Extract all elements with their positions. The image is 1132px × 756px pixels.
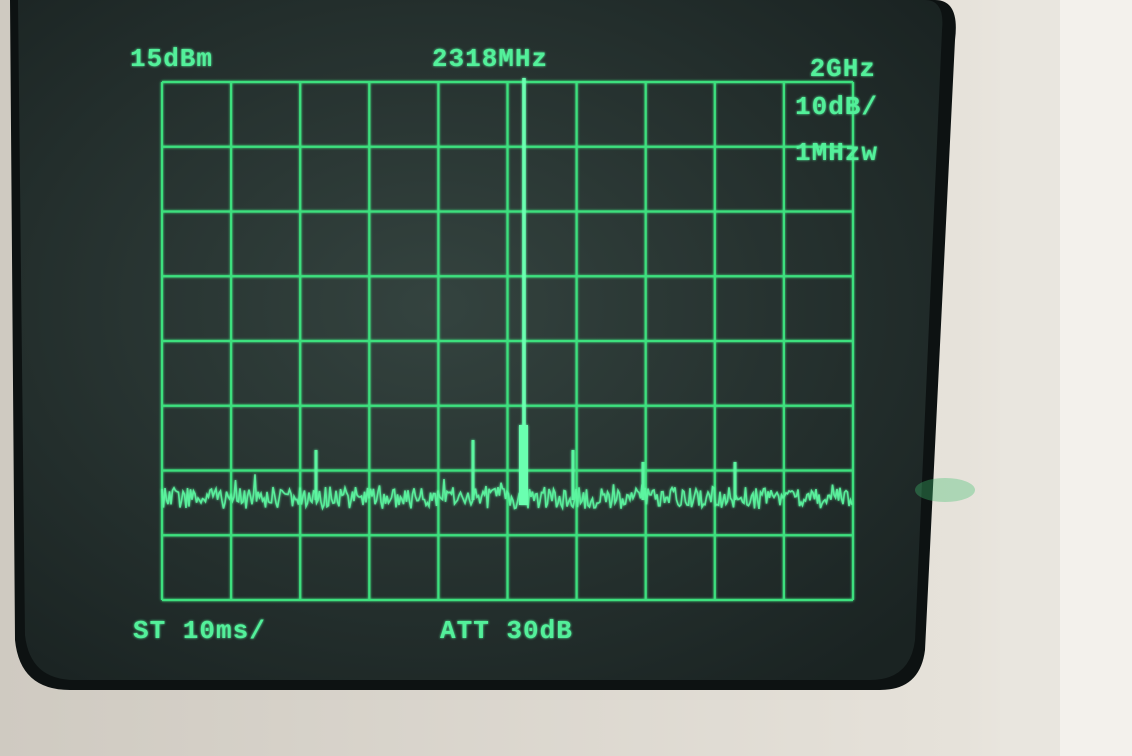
bandwidth: 1MHzw xyxy=(795,138,878,168)
reflection xyxy=(915,478,975,502)
sweep-time: ST 10ms/ xyxy=(133,616,266,646)
panel-edge xyxy=(1000,0,1060,756)
reference-level: 15dBm xyxy=(130,44,213,74)
span: 2GHz xyxy=(810,54,876,84)
panel-edge xyxy=(1060,0,1132,756)
page: 15dBm 2318MHz 2GHz 10dB/ 1MHzw ST 10ms/ … xyxy=(0,0,1132,756)
center-frequency: 2318MHz xyxy=(432,44,548,74)
attenuation: ATT 30dB xyxy=(440,616,573,646)
scale: 10dB/ xyxy=(795,92,878,122)
photo: 15dBm 2318MHz 2GHz 10dB/ 1MHzw ST 10ms/ … xyxy=(0,0,1132,756)
carrier-base xyxy=(519,425,528,505)
